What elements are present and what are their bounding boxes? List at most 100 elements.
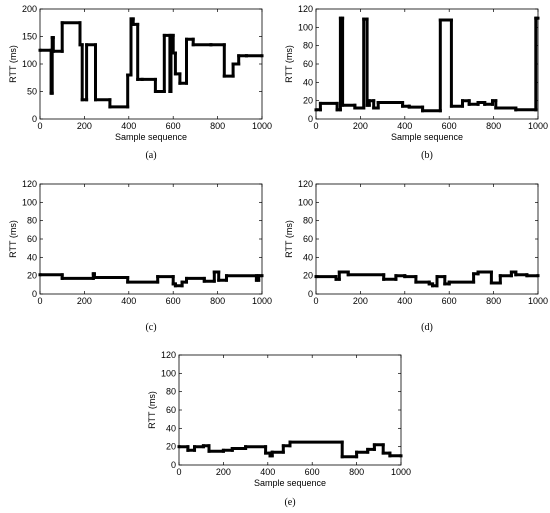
data-point [136, 77, 140, 81]
data-point [381, 443, 385, 447]
chart-panel-3: 0 200 400 600 800 1000 0 20 40 60 80 100 120 RTT (ms)… [8, 179, 272, 333]
rtt-series-line [40, 17, 262, 109]
data-point [60, 273, 64, 277]
data-point [472, 280, 476, 284]
data-point [421, 109, 425, 113]
data-point [401, 101, 405, 104]
data-point [78, 43, 82, 47]
data-point [472, 272, 476, 276]
x-tick-label: 200 [353, 296, 368, 306]
data-point [171, 282, 175, 286]
y-tick-label: 20 [303, 271, 313, 281]
data-point [180, 284, 184, 288]
data-point [483, 102, 487, 106]
data-point [443, 275, 447, 279]
data-point [355, 450, 359, 454]
y-tick-label: 0 [308, 114, 313, 124]
data-point [207, 449, 211, 453]
data-point [447, 280, 451, 284]
data-point [353, 106, 357, 110]
y-tick-label: 60 [303, 59, 313, 69]
data-point [171, 51, 175, 55]
data-point [264, 451, 268, 455]
data-point [314, 275, 318, 279]
data-point [201, 444, 205, 448]
data-point [449, 104, 453, 108]
data-point [85, 98, 89, 102]
data-point [108, 98, 112, 102]
panel-caption: (c) [145, 322, 156, 333]
data-point [476, 102, 480, 106]
data-point [92, 272, 96, 276]
data-point [338, 16, 342, 20]
data-point [126, 105, 130, 109]
data-point [80, 43, 84, 47]
data-point [78, 21, 82, 25]
plot-frame [39, 8, 263, 120]
data-point [209, 43, 213, 47]
data-point [268, 451, 272, 455]
data-point [129, 17, 133, 21]
data-point [438, 18, 442, 22]
data-point [382, 277, 386, 281]
x-tick-label: 0 [313, 121, 318, 131]
data-point [490, 99, 494, 103]
x-axis-label: Sample sequence [254, 478, 326, 488]
x-tick-label: 0 [37, 296, 42, 306]
data-point [318, 108, 322, 112]
data-point [498, 281, 502, 285]
data-point [60, 276, 64, 280]
data-point [156, 280, 160, 284]
data-point [131, 22, 135, 26]
y-tick-label: 40 [166, 423, 176, 433]
data-point [414, 280, 418, 284]
y-tick-label: 0 [171, 460, 176, 470]
data-point [260, 274, 264, 278]
data-point [257, 274, 261, 278]
data-point [126, 280, 130, 284]
data-point [224, 278, 228, 282]
y-tick-label: 80 [303, 41, 313, 51]
chart-panel-5: 0 200 400 600 800 1000 0 20 40 60 80 100 120 Sample s… [147, 350, 411, 508]
data-point [156, 275, 160, 279]
data-point [365, 103, 369, 107]
data-point [51, 36, 55, 40]
data-point [186, 448, 190, 452]
y-tick-label: 20 [27, 271, 37, 281]
x-tick-label: 600 [442, 296, 457, 306]
y-axis-label: RTT (ms) [8, 45, 18, 83]
x-tick-label: 1000 [528, 296, 548, 306]
data-point [335, 108, 339, 112]
data-point [490, 102, 494, 106]
data-point [382, 273, 386, 277]
x-tick-label: 800 [210, 296, 225, 306]
x-tick-label: 200 [77, 121, 92, 131]
data-point [207, 444, 211, 448]
data-point [341, 16, 345, 20]
y-tick-label: 0 [308, 289, 313, 299]
rtt-series-line [40, 270, 262, 288]
x-tick-label: 600 [305, 467, 320, 477]
data-point [388, 454, 392, 458]
data-point [281, 444, 285, 448]
x-tick-label: 600 [166, 296, 181, 306]
data-point [185, 280, 189, 284]
data-point [260, 54, 264, 58]
data-point [231, 74, 235, 78]
data-point [489, 281, 493, 285]
y-tick-label: 0 [32, 114, 37, 124]
data-point [202, 279, 206, 283]
data-point [85, 43, 89, 47]
data-point [367, 99, 371, 103]
y-tick-label: 100 [22, 59, 37, 69]
data-point [222, 43, 226, 47]
y-axis-label: RTT (ms) [284, 45, 294, 83]
data-point [340, 455, 344, 459]
data-point [126, 276, 130, 279]
data-point [341, 103, 345, 107]
data-point [366, 447, 370, 451]
data-point [421, 105, 425, 109]
data-point [288, 440, 292, 444]
data-point [376, 106, 380, 110]
x-tick-label: 200 [77, 296, 92, 306]
